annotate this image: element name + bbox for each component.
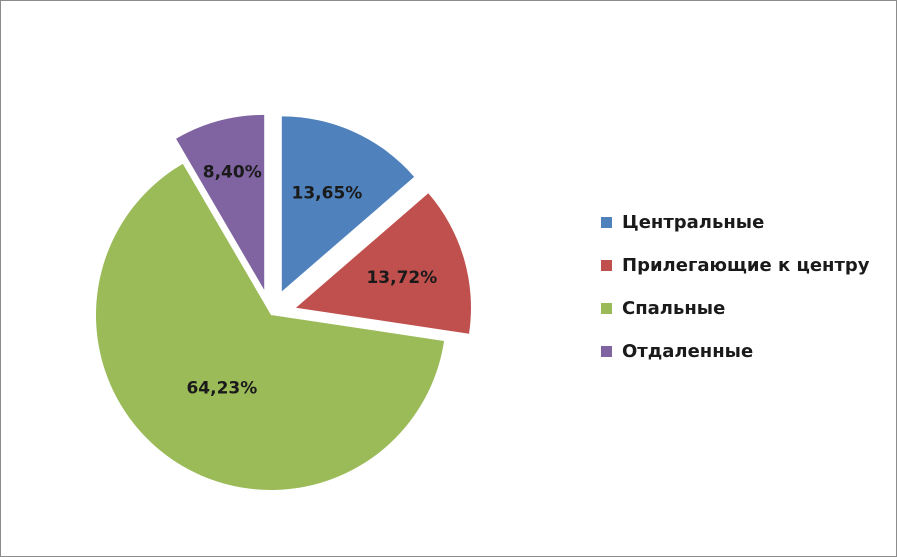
legend: Центральные Прилегающие к центру Спальны…: [601, 201, 870, 373]
legend-item-residential: Спальные: [601, 287, 870, 330]
pie-slice-residential: [95, 163, 445, 491]
data-label-central: 13,65%: [292, 184, 363, 204]
legend-label-residential: Спальные: [622, 298, 726, 319]
legend-swatch-central: [601, 217, 612, 228]
pie-slice-adjacent: [295, 193, 471, 334]
data-label-remote: 8,40%: [203, 163, 262, 183]
legend-label-adjacent: Прилегающие к центру: [622, 255, 870, 276]
legend-swatch-remote: [601, 346, 612, 357]
legend-item-remote: Отдаленные: [601, 330, 870, 373]
pie-slice-remote: [176, 114, 265, 290]
legend-item-central: Центральные: [601, 201, 870, 244]
legend-item-adjacent: Прилегающие к центру: [601, 244, 870, 287]
legend-label-central: Центральные: [622, 212, 765, 233]
pie-slice-central: [281, 116, 415, 292]
legend-swatch-adjacent: [601, 260, 612, 271]
data-label-residential: 64,23%: [186, 378, 257, 398]
legend-swatch-residential: [601, 303, 612, 314]
legend-label-remote: Отдаленные: [622, 341, 754, 362]
data-label-adjacent: 13,72%: [366, 268, 437, 288]
